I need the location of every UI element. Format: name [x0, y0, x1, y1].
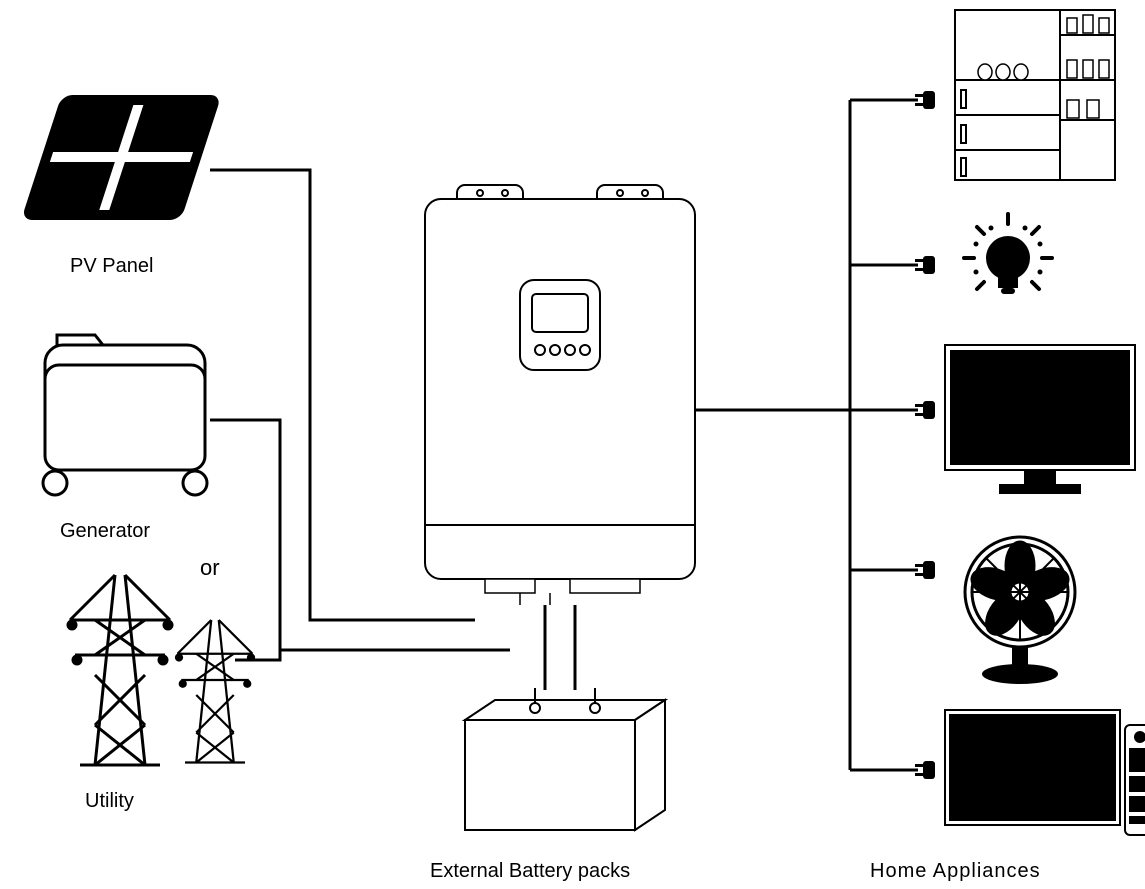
label-pv-panel: PV Panel	[70, 255, 153, 278]
label-utility: Utility	[85, 790, 134, 813]
fan-icon	[965, 537, 1075, 684]
inverter-icon	[425, 185, 695, 605]
pv-panel-icon	[28, 100, 215, 215]
television-icon	[945, 710, 1145, 835]
label-appliances: Home Appliances	[870, 860, 1041, 883]
plugs	[915, 91, 935, 779]
label-or: or	[200, 555, 220, 581]
utility-towers-icon	[68, 575, 254, 765]
monitor-icon	[945, 345, 1135, 493]
lightbulb-icon	[964, 214, 1052, 294]
wire-utility-join	[235, 650, 280, 660]
label-battery: External Battery packs	[430, 860, 630, 883]
refrigerator-icon	[955, 10, 1115, 180]
inverter-system-diagram	[0, 0, 1145, 889]
battery-pack-icon	[465, 688, 665, 830]
label-generator: Generator	[60, 520, 150, 543]
generator-icon	[43, 335, 207, 495]
